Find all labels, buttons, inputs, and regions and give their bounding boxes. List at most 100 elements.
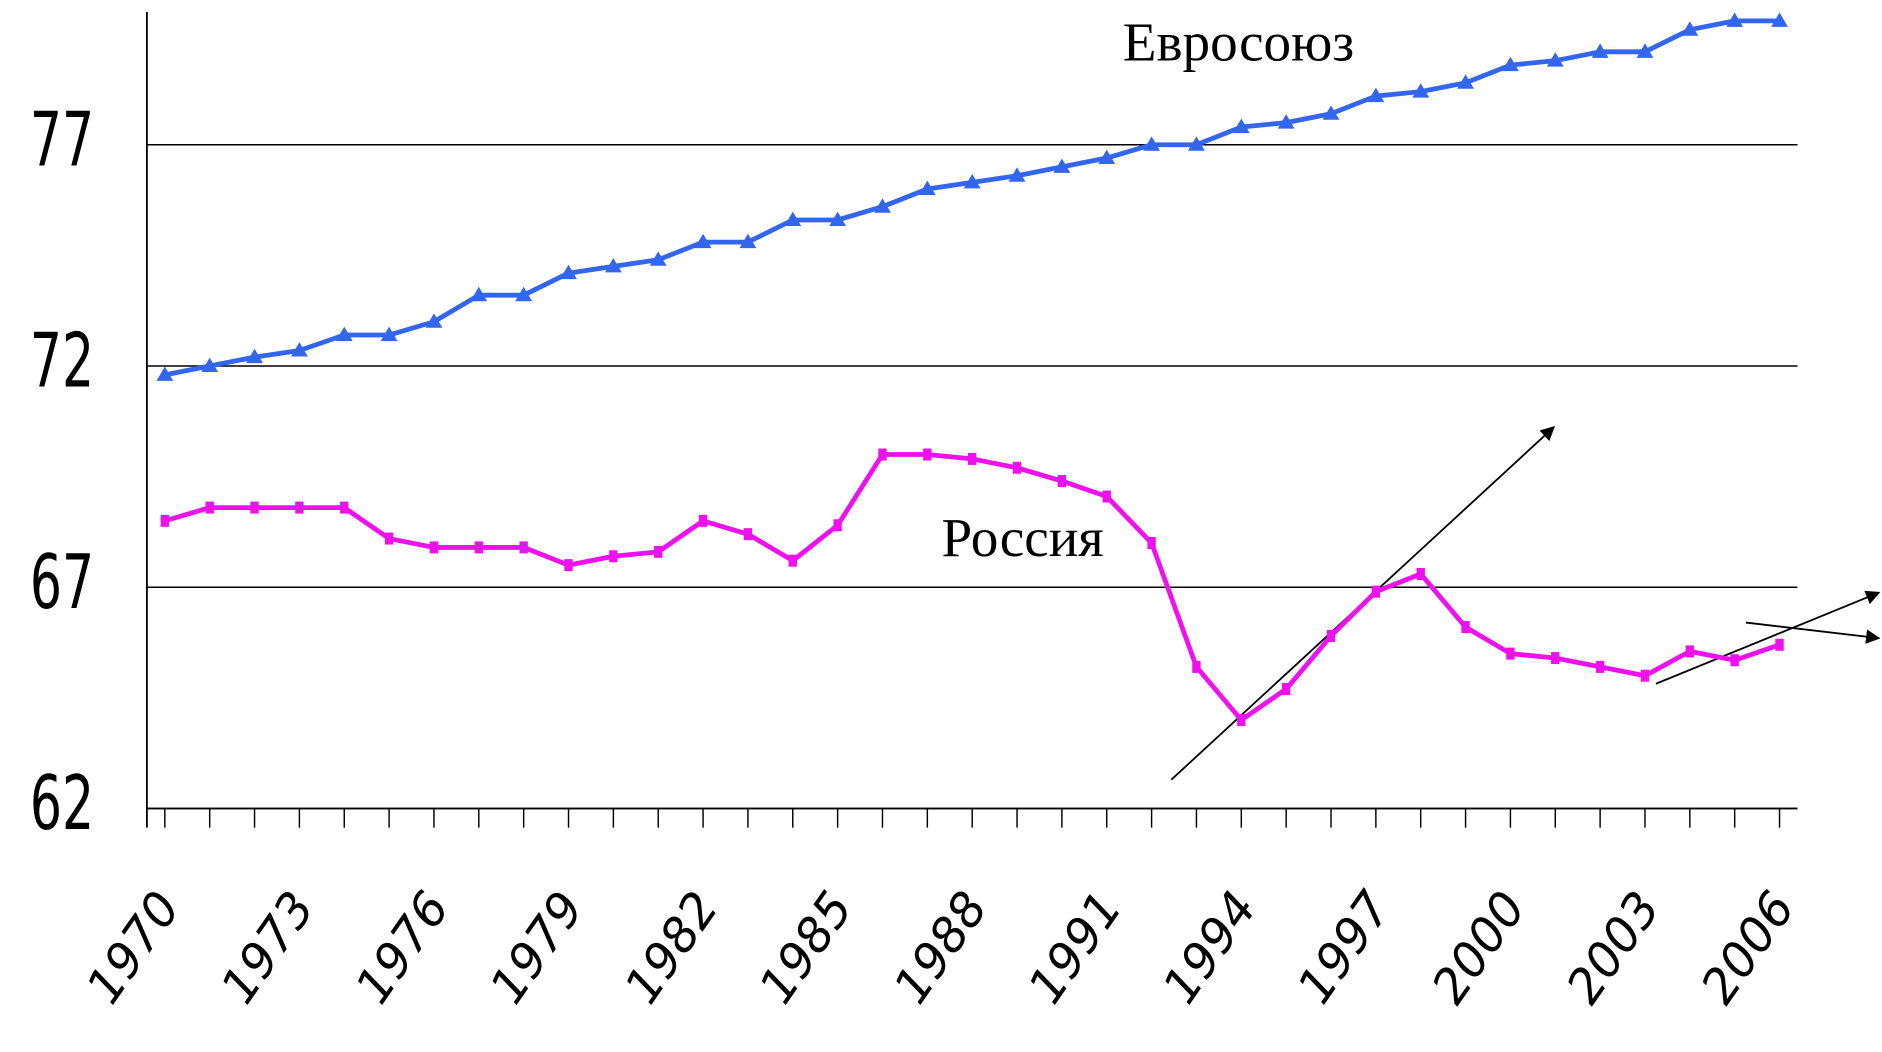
data-point (1546, 52, 1564, 67)
trend-arrows (1170, 426, 1881, 781)
x-tick-label: 1985 (748, 882, 864, 1014)
data-point (429, 541, 439, 554)
x-tick-label: 2003 (1556, 882, 1672, 1014)
data-point (1281, 683, 1291, 696)
x-tick-label: 1979 (479, 882, 595, 1014)
data-point (470, 286, 488, 302)
trend-arrow (1745, 621, 1881, 644)
data-point (1237, 713, 1246, 726)
data-point (1551, 652, 1560, 665)
series-line (164, 18, 1780, 378)
data-point (384, 532, 394, 545)
data-point (1640, 669, 1650, 682)
data-point (295, 501, 304, 514)
x-tick-label: 1970 (76, 882, 192, 1014)
data-point (829, 211, 847, 226)
data-point (1595, 660, 1605, 673)
data-point (1053, 158, 1071, 173)
x-tick-label: 1994 (1152, 882, 1268, 1014)
data-point (788, 554, 797, 567)
data-point (1277, 114, 1295, 129)
x-tick-label: 1991 (1017, 882, 1133, 1014)
data-point (564, 559, 573, 572)
x-tick-label: 2006 (1690, 882, 1806, 1014)
data-point (340, 501, 349, 514)
y-tick-label: 72 (30, 319, 94, 406)
series (156, 12, 1788, 381)
data-point (1775, 638, 1784, 651)
data-point (604, 258, 622, 273)
data-point (380, 326, 398, 342)
data-point (1726, 12, 1744, 27)
data-point (743, 528, 753, 541)
data-point (1232, 118, 1250, 134)
data-point (963, 173, 981, 189)
data-point (156, 366, 174, 381)
x-tick-label: 1997 (1287, 881, 1403, 1014)
data-point (160, 514, 170, 527)
data-point (1636, 43, 1654, 58)
data-point (874, 198, 891, 213)
data-point (878, 448, 887, 461)
data-point (1461, 621, 1470, 634)
data-point (1008, 167, 1026, 182)
data-point (1506, 647, 1515, 660)
data-point (1591, 43, 1609, 58)
data-point (967, 452, 977, 465)
series-label: Евросоюз (1123, 12, 1354, 73)
data-point (784, 211, 802, 226)
data-point (1143, 136, 1160, 151)
data-point (205, 501, 214, 514)
data-point (1147, 536, 1156, 549)
data-point (918, 180, 936, 195)
data-point (698, 514, 708, 527)
data-point (1192, 660, 1201, 673)
data-point (201, 357, 219, 372)
data-point (739, 233, 757, 249)
data-point (1685, 645, 1695, 658)
data-point (1367, 87, 1385, 103)
data-point (1012, 461, 1022, 474)
x-tick-label: 1976 (345, 882, 461, 1014)
data-point (246, 348, 263, 364)
data-point (1322, 105, 1340, 120)
data-point (1057, 475, 1067, 488)
data-point (1326, 629, 1336, 642)
data-point (515, 286, 533, 302)
x-tick-label: 2000 (1421, 882, 1537, 1014)
data-point (1457, 74, 1474, 89)
x-tick-label: 1988 (883, 882, 999, 1014)
data-point (923, 448, 932, 461)
x-tick-label: 1973 (210, 882, 326, 1014)
data-point (519, 541, 528, 554)
data-point (1502, 56, 1519, 72)
data-point (1681, 21, 1699, 36)
trend-arrow (1655, 590, 1881, 685)
data-point (560, 264, 577, 280)
data-point (425, 313, 443, 328)
x-tick-label: 1982 (614, 882, 730, 1014)
series-label: Россия (942, 507, 1104, 568)
y-tick-label: 62 (30, 761, 94, 848)
data-point (1416, 567, 1425, 580)
data-point (694, 233, 712, 249)
data-point (1188, 136, 1205, 151)
data-point (1771, 12, 1788, 27)
data-point (291, 342, 308, 357)
data-point (654, 545, 663, 558)
y-tick-label: 77 (30, 97, 94, 184)
data-point (649, 251, 667, 266)
data-point (335, 326, 353, 342)
data-point (1102, 490, 1111, 503)
data-point (1098, 149, 1116, 165)
data-point (833, 519, 842, 532)
data-point (1730, 654, 1739, 667)
data-point (1412, 83, 1430, 98)
data-point (609, 550, 618, 563)
data-point (1371, 585, 1381, 598)
series (160, 448, 1784, 726)
y-tick-label: 67 (30, 540, 94, 627)
data-point (250, 501, 259, 514)
